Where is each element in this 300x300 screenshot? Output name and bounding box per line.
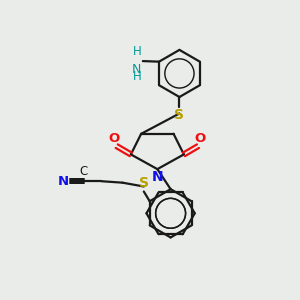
Text: N: N (58, 175, 69, 188)
Text: H: H (133, 45, 141, 58)
Text: N: N (132, 63, 141, 76)
Text: O: O (109, 132, 120, 145)
Text: S: S (174, 108, 184, 122)
Text: N: N (152, 170, 163, 184)
Text: H: H (133, 70, 141, 83)
Text: S: S (139, 176, 149, 190)
Text: O: O (195, 132, 206, 145)
Text: C: C (80, 165, 88, 178)
